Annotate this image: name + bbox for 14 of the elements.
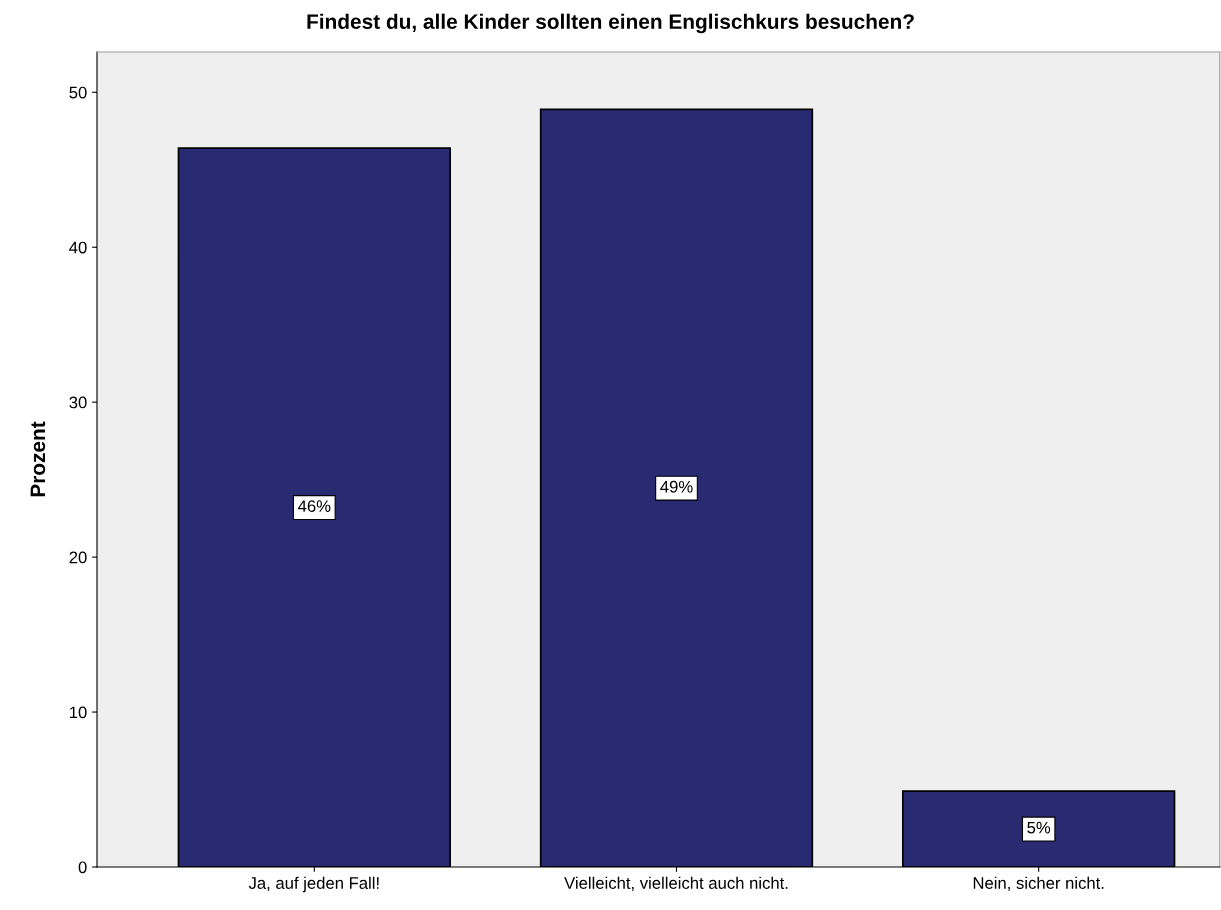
data-label: 5%: [1027, 821, 1051, 834]
y-tick-label: 20: [69, 551, 87, 564]
y-tick-label: 0: [78, 861, 87, 874]
y-axis-title: Prozent: [30, 421, 46, 497]
y-tick-label: 30: [69, 396, 87, 409]
data-label: 46%: [298, 500, 331, 513]
y-tick-label: 10: [70, 706, 87, 719]
x-tick-label: Nein, sicher nicht.: [973, 876, 1104, 891]
y-tick-label: 50: [69, 86, 87, 99]
x-tick-label: Vielleicht, vielleicht auch nicht.: [564, 876, 788, 891]
chart-title: Findest du, alle Kinder sollten einen Englischkurs besuchen?: [307, 13, 914, 34]
y-tick-label: 40: [69, 241, 87, 254]
x-tick-label: Ja, auf jeden Fall!: [248, 876, 379, 893]
data-label: 49%: [660, 480, 693, 493]
